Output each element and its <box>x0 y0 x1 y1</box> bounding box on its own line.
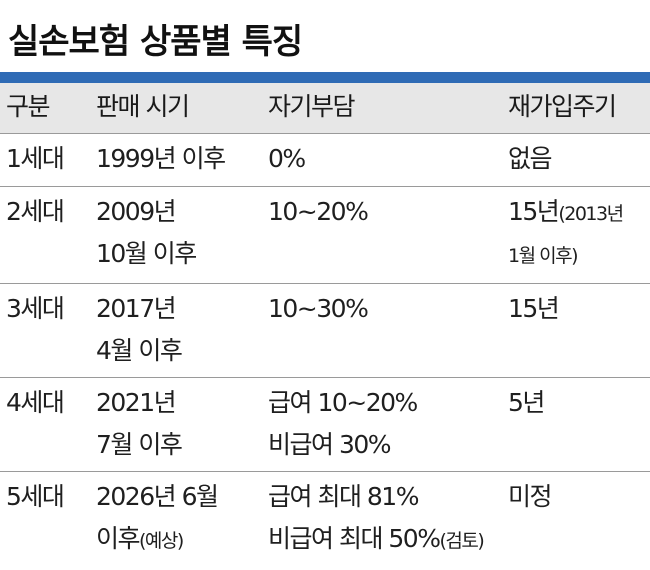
table-row: 5세대 2026년 6월 이후(예상) 급여 최대 81% 비급여 최대 50%… <box>0 472 650 570</box>
renewal-cycle-cell: 15년(2013년 1월 이후) <box>508 197 624 267</box>
renewal-cycle-cell: 5년 <box>508 388 545 417</box>
page-title: 실손보험 상품별 특징 <box>8 22 303 62</box>
sales-period-cell: 1999년 이후 <box>96 144 226 173</box>
sales-period-cell: 2026년 6월 이후(예상) <box>96 482 219 553</box>
header-generation: 구분 <box>6 92 51 121</box>
header-renewal-cycle: 재가입주기 <box>508 92 617 121</box>
table-row: 4세대 2021년 7월 이후 급여 10~20% 비급여 30% 5년 <box>0 378 650 472</box>
table-row: 3세대 2017년 4월 이후 10~30% 15년 <box>0 284 650 378</box>
renewal-cycle-cell: 미정 <box>508 482 553 511</box>
copay-cell: 10~30% <box>268 294 369 323</box>
generation-cell: 5세대 <box>6 482 65 511</box>
table-row: 1세대 1999년 이후 0% 없음 <box>0 134 650 187</box>
title-divider-bar <box>0 72 650 83</box>
table-row: 2세대 2009년 10월 이후 10~20% 15년(2013년 1월 이후) <box>0 187 650 284</box>
generation-cell: 2세대 <box>6 197 65 226</box>
copay-cell: 급여 최대 81% 비급여 최대 50%(검토) <box>268 482 485 553</box>
generation-cell: 3세대 <box>6 294 65 323</box>
renewal-cycle-cell: 없음 <box>508 144 553 173</box>
copay-cell: 급여 10~20% 비급여 30% <box>268 388 418 459</box>
table-header-row: 구분 판매 시기 자기부담 재가입주기 <box>0 83 650 134</box>
sales-period-cell: 2021년 7월 이후 <box>96 388 183 459</box>
sales-period-cell: 2009년 10월 이후 <box>96 197 197 268</box>
sales-period-cell: 2017년 4월 이후 <box>96 294 183 365</box>
generation-cell: 1세대 <box>6 144 65 173</box>
renewal-cycle-cell: 15년 <box>508 294 560 323</box>
header-sales-period: 판매 시기 <box>96 92 190 121</box>
comparison-table: 구분 판매 시기 자기부담 재가입주기 1세대 1999년 이후 0% 없음 2… <box>0 83 650 570</box>
generation-cell: 4세대 <box>6 388 65 417</box>
copay-cell: 0% <box>268 144 306 173</box>
header-copay: 자기부담 <box>268 92 356 121</box>
copay-cell: 10~20% <box>268 197 369 226</box>
